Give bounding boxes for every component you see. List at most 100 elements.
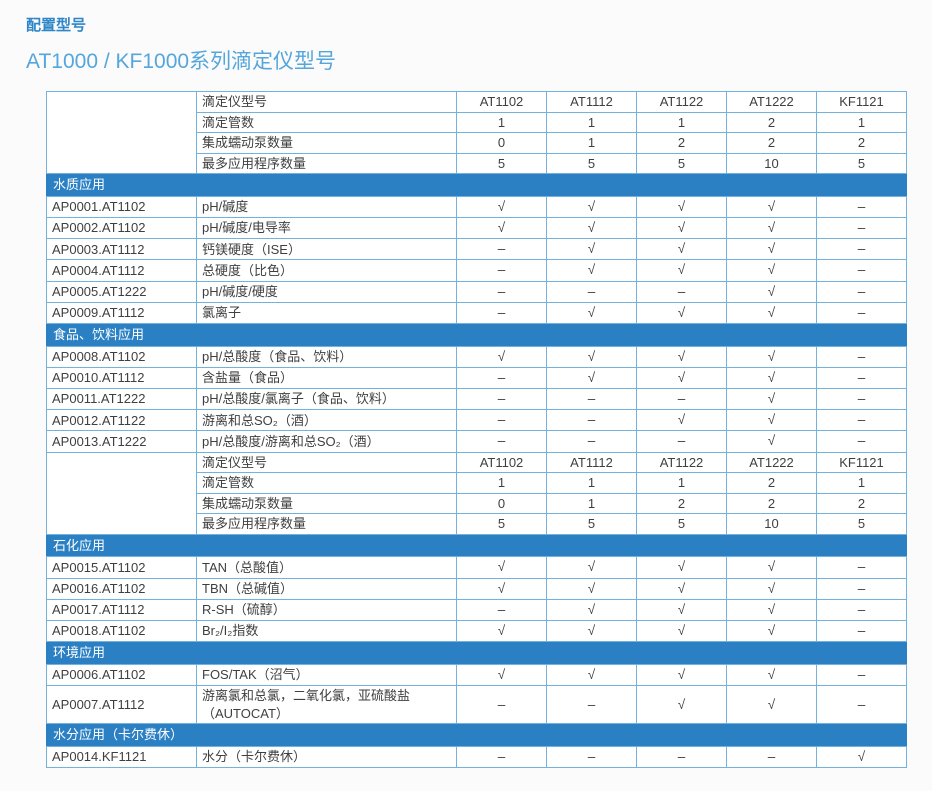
section-banner: 食品、饮料应用 [46,323,907,347]
app-id-cell: AP0016.AT1102 [46,577,197,600]
spec-value-cell: 0 [456,492,547,515]
empty-corner-cell [46,90,197,175]
availability-cell: √ [546,577,637,600]
availability-cell: √ [636,620,727,643]
app-id-cell: AP0011.AT1222 [46,388,197,411]
app-id-cell: AP0010.AT1112 [46,366,197,390]
section-banner: 石化应用 [46,533,907,558]
section-banner-row: 环境应用 [46,641,907,665]
availability-cell: √ [546,366,637,390]
app-desc-cell: pH/总酸度（食品、饮料） [196,345,457,368]
app-row: AP0017.AT1112 R-SH（硫醇） – √ √ √ – [46,598,907,622]
table-body: 滴定仪型号 AT1102 AT1112 AT1122 AT1222 KF1121 滴定管数 1… [46,90,907,768]
availability-cell: – [726,745,817,768]
availability-cell: √ [636,345,727,368]
availability-cell: – [816,345,907,368]
app-row: AP0013.AT1222 pH/总酸度/游离和总SO₂（酒） – – – √ – [46,430,907,453]
availability-cell: √ [636,366,727,390]
page-subtitle: AT1000 / KF1000系列滴定仪型号 [26,50,337,73]
availability-cell: √ [636,238,727,261]
availability-cell: √ [456,345,547,368]
app-row: AP0012.AT1122 游离和总SO₂（酒） – – √ √ – [46,409,907,432]
app-id-cell: AP0002.AT1102 [46,216,197,240]
availability-cell: – [456,685,547,725]
model-name-cell: KF1121 [816,91,907,113]
availability-cell: √ [546,301,637,325]
availability-cell: √ [726,430,817,453]
spec-row: 最多应用程序数量 5 5 5 10 5 [47,152,907,175]
availability-cell: – [816,280,907,303]
availability-cell: √ [546,663,637,687]
model-name-cell: AT1122 [636,451,727,474]
section-banner-row: 水质应用 [46,173,907,197]
app-row: AP0003.AT1112 钙镁硬度（ISE） – √ √ √ – [46,238,907,261]
spec-value-cell: 5 [816,513,907,535]
availability-cell: √ [636,663,727,687]
availability-cell: – [816,388,907,411]
spec-value-cell: 10 [726,513,817,535]
availability-cell: – [816,556,907,579]
availability-cell: √ [636,685,727,725]
section-banner: 水质应用 [46,173,907,197]
availability-cell: √ [546,216,637,240]
availability-cell: – [456,409,547,432]
models-label-cell: 滴定仪型号 [196,451,457,474]
availability-cell: √ [726,345,817,368]
section-banner: 水分应用（卡尔费休） [46,723,907,747]
availability-cell: √ [546,556,637,579]
app-id-cell: AP0001.AT1102 [46,195,197,218]
availability-cell: – [546,430,637,453]
availability-cell: – [546,280,637,303]
spec-label-cell: 滴定管数 [196,472,457,494]
availability-cell: – [816,620,907,643]
app-row: AP0016.AT1102 TBN（总碱值） √ √ √ √ – [46,577,907,600]
spec-value-cell: 1 [546,472,637,494]
availability-cell: √ [726,216,817,240]
spec-value-cell: 1 [816,472,907,494]
app-id-cell: AP0005.AT1222 [46,280,197,303]
model-name-cell: AT1102 [456,451,547,474]
app-row: AP0011.AT1222 pH/总酸度/氯离子（食品、饮料） – – – √ – [46,388,907,411]
section-banner-row: 石化应用 [46,533,907,558]
availability-cell: √ [546,345,637,368]
spec-value-cell: 0 [456,132,547,154]
app-id-cell: AP0013.AT1222 [46,430,197,453]
spec-value-cell: 1 [816,111,907,134]
app-row: AP0002.AT1102 pH/碱度/电导率 √ √ √ √ – [46,216,907,240]
availability-cell: √ [636,301,727,325]
section-banner-row: 水分应用（卡尔费休） [46,723,907,747]
availability-cell: √ [546,598,637,622]
availability-cell: √ [726,366,817,390]
spec-value-cell: 5 [456,513,547,535]
section-banner: 环境应用 [46,641,907,665]
availability-cell: √ [726,259,817,282]
app-desc-cell: 水分（卡尔费休） [196,745,457,768]
app-desc-cell: pH/碱度/电导率 [196,216,457,240]
availability-cell: √ [726,388,817,411]
availability-cell: √ [456,195,547,218]
availability-cell: √ [726,598,817,622]
spec-value-cell: 1 [546,111,637,134]
app-desc-cell: 氯离子 [196,301,457,325]
model-name-cell: AT1222 [726,91,817,113]
availability-cell: – [456,301,547,325]
model-name-cell: KF1121 [816,451,907,474]
availability-cell: √ [816,745,907,768]
spec-row: 滴定管数 1 1 1 2 1 [47,111,907,134]
availability-cell: √ [546,259,637,282]
availability-cell: – [636,745,727,768]
spec-value-cell: 1 [456,111,547,134]
app-id-cell: AP0012.AT1122 [46,409,197,432]
app-desc-cell: R-SH（硫醇） [196,598,457,622]
app-desc-cell: TAN（总酸值） [196,556,457,579]
availability-cell: √ [546,195,637,218]
app-row: AP0010.AT1112 含盐量（食品） – √ √ √ – [46,366,907,390]
availability-cell: √ [726,238,817,261]
app-row: AP0005.AT1222 pH/碱度/硬度 – – – √ – [46,280,907,303]
app-row: AP0008.AT1102 pH/总酸度（食品、饮料） √ √ √ √ – [46,345,907,368]
spec-value-cell: 5 [546,513,637,535]
app-desc-cell: pH/总酸度/游离和总SO₂（酒） [196,430,457,453]
spec-label-cell: 最多应用程序数量 [196,513,457,535]
availability-cell: √ [456,556,547,579]
availability-cell: – [456,259,547,282]
